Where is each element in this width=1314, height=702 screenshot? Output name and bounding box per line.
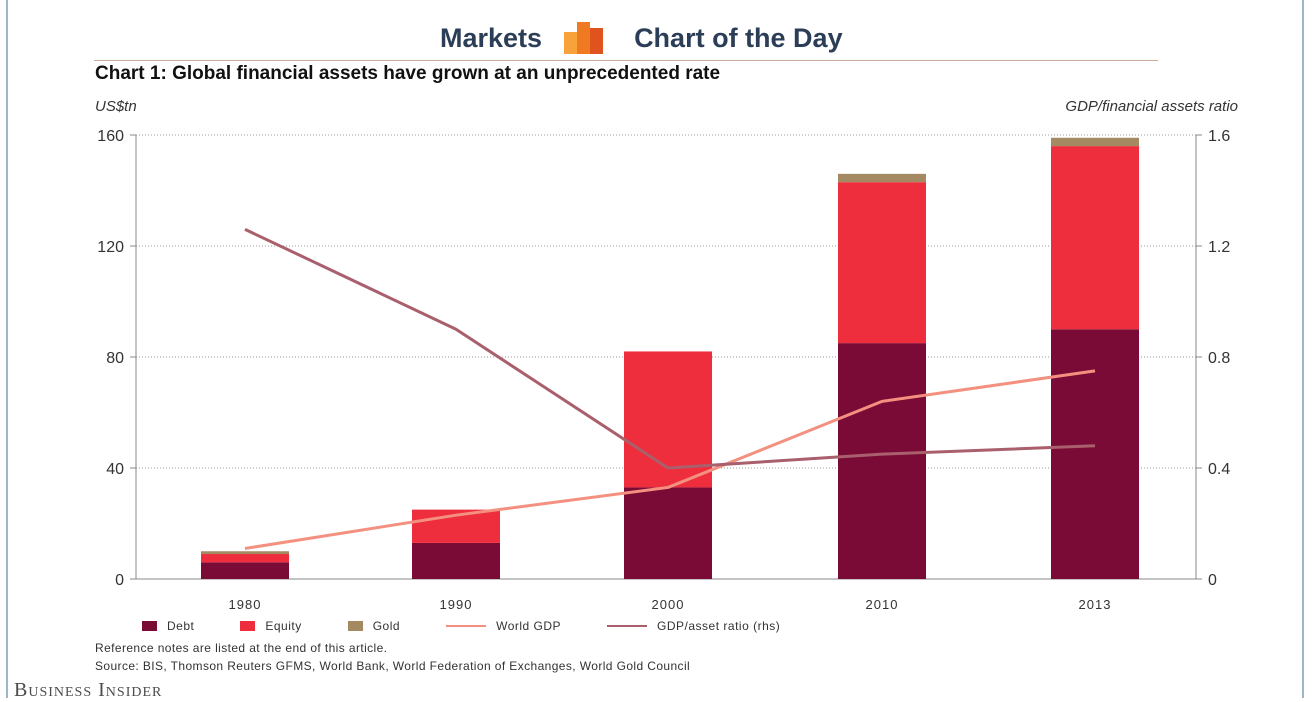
left-tick-label: 40 [106,461,124,478]
header-divider [94,60,1158,61]
right-tick-label: 1.2 [1208,239,1230,256]
left-tick-label: 160 [97,128,124,145]
header-markets-label: Markets [440,22,543,53]
legend-item-debt: Debt [142,619,194,633]
bar-debt [838,343,926,579]
chart-of-the-day-header: Markets Chart of the Day [440,18,843,58]
legend-label-equity: Equity [265,619,302,633]
legend-label-world-gdp: World GDP [496,619,562,633]
left-tick-label: 0 [115,572,124,589]
source-note: Source: BIS, Thomson Reuters GFMS, World… [95,659,691,673]
right-tick-label: 0.4 [1208,461,1230,478]
business-insider-logo: Business Insider [14,679,163,701]
right-tick-label: 1.6 [1208,128,1230,145]
right-tick-label: 0.8 [1208,350,1230,367]
bar-equity [838,182,926,344]
legend-line-world-gdp [446,625,487,627]
x-tick-label: 1990 [440,597,473,612]
header-chart-of-the-day-label: Chart of the Day [634,22,843,53]
left-tick-label: 80 [106,350,124,367]
left-axis-unit: US$tn [95,98,137,115]
chart-legend: Debt Equity Gold World GDP GDP/asset rat… [142,617,826,635]
legend-swatch-gold [347,621,363,631]
legend-swatch-equity [240,621,256,631]
bar-debt [412,542,500,579]
bar-gold [838,173,926,183]
bar-debt [624,487,712,579]
x-tick-label: 2010 [866,597,899,612]
bar-debt [1051,329,1139,579]
legend-item-gdp-asset-ratio: GDP/asset ratio (rhs) [607,619,780,633]
legend-label-debt: Debt [167,619,195,633]
legend-label-gdp-asset-ratio: GDP/asset ratio (rhs) [657,619,781,633]
legend-item-world-gdp: World GDP [446,619,561,633]
chart-title: Chart 1: Global financial assets have gr… [95,63,721,84]
legend-label-gold: Gold [372,619,401,633]
line-world-gdp [244,369,1096,550]
line-gdp-asset-ratio-rhs [244,227,1096,470]
legend-item-equity: Equity [240,619,301,633]
legend-line-gdp-asset-ratio [607,625,648,627]
x-tick-label: 2013 [1079,597,1112,612]
bar-debt [201,562,289,579]
chart-frame [6,0,1304,698]
bar-equity [201,554,289,563]
bar-chart-logo-icon [564,22,612,54]
x-tick-label: 1980 [229,597,262,612]
right-axis-unit: GDP/financial assets ratio [1065,98,1238,115]
bar-gold [201,551,289,555]
x-tick-label: 2000 [652,597,685,612]
legend-item-gold: Gold [347,619,401,633]
reference-note: Reference notes are listed at the end of… [95,641,388,655]
left-tick-label: 120 [97,239,124,256]
bar-equity [1051,146,1139,330]
legend-swatch-debt [142,621,157,631]
right-tick-label: 0 [1208,572,1217,589]
bar-gold [1051,137,1139,147]
